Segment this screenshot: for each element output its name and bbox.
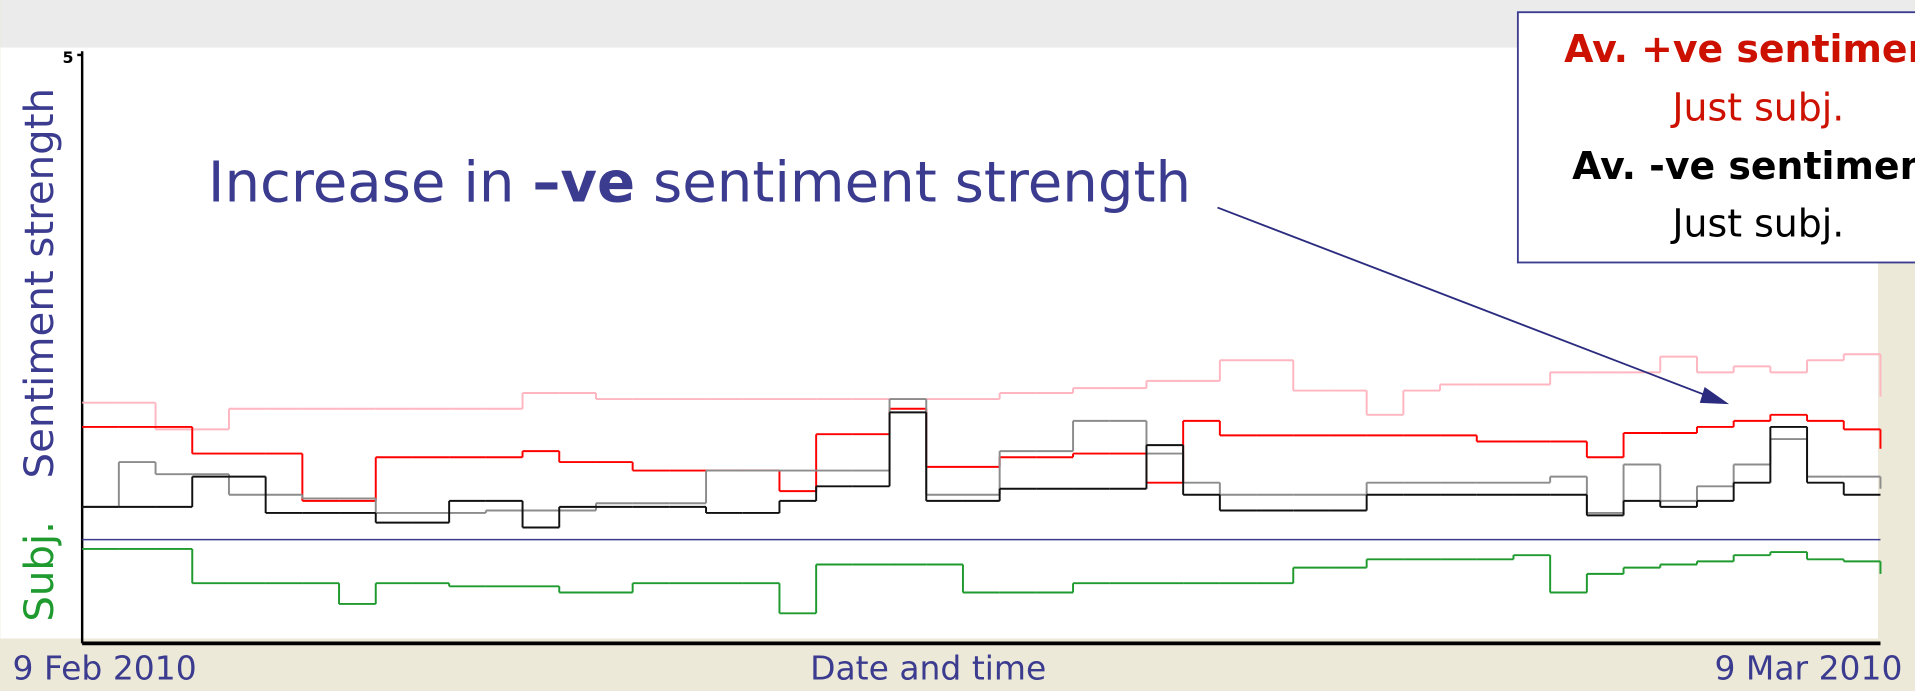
legend-entry: Just subj. <box>1670 85 1844 129</box>
x-axis-label: Date and time <box>810 649 1046 688</box>
annotation: Increase in –ve sentiment strength <box>208 150 1191 215</box>
y-tick-label: 5 <box>63 48 74 67</box>
legend-entry: Just subj. <box>1670 201 1844 245</box>
legend-entry: Av. -ve sentiment <box>1572 144 1915 188</box>
x-end-label: 9 Mar 2010 <box>1714 649 1902 688</box>
annotation-part: Increase in <box>208 150 532 215</box>
annotation-part: –ve <box>532 150 635 215</box>
annotation-arrow <box>1217 206 1720 402</box>
x-start-label: 9 Feb 2010 <box>13 649 197 688</box>
legend: Just subj. Av. +ve sentiment Just subj. Av.… <box>1564 27 1915 246</box>
arrow-head <box>1699 387 1730 405</box>
legend-box <box>1516 11 1915 264</box>
legend-entry: Av. +ve sentiment <box>1564 27 1915 71</box>
subj-axis-label: Subj. <box>17 521 63 622</box>
label-bg <box>0 645 224 691</box>
series-layer <box>82 353 1882 615</box>
label-bg <box>1693 645 1915 691</box>
y-axis-label: Sentiment strength <box>17 88 63 479</box>
annotation-part: sentiment strength <box>635 150 1191 215</box>
